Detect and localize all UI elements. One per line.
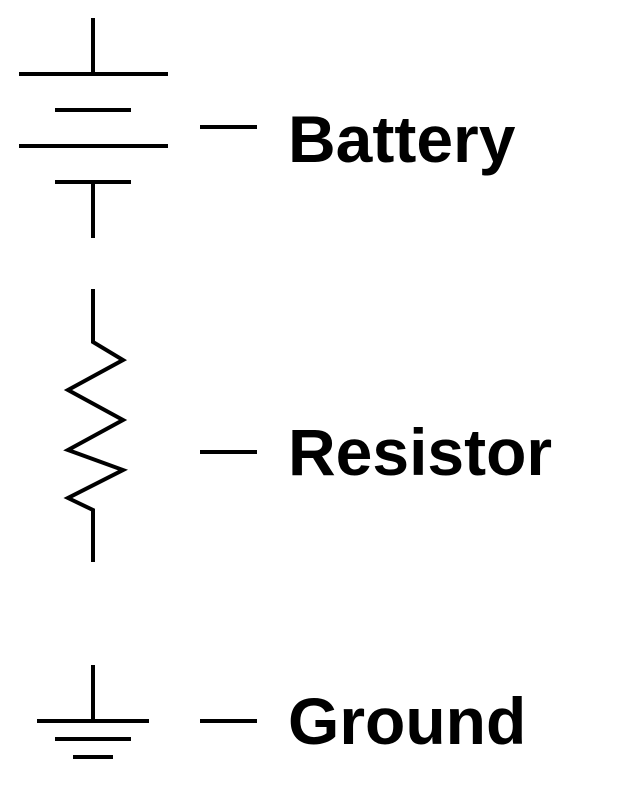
ground-label: Ground [288, 684, 526, 758]
battery-label: Battery [288, 102, 516, 176]
battery-symbol-icon [19, 18, 168, 238]
resistor-label: Resistor [288, 415, 552, 489]
resistor-symbol-icon [63, 289, 129, 562]
ground-symbol-icon [37, 665, 149, 759]
